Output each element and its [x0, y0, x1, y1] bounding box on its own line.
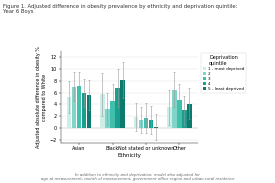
Bar [77, 86, 81, 128]
Bar [182, 110, 187, 128]
Y-axis label: Adjusted absolute difference in obesity %
compared to White: Adjusted absolute difference in obesity … [36, 46, 47, 148]
Legend: 1 - most deprived, 2, 3, 4, 5 - least deprived: 1 - most deprived, 2, 3, 4, 5 - least de… [202, 53, 246, 93]
Bar [172, 90, 177, 128]
Bar [100, 94, 105, 128]
Bar [110, 101, 115, 128]
Bar [139, 120, 143, 128]
Text: In addition to ethnicity and deprivation, model also adjusted for
age at measure: In addition to ethnicity and deprivation… [41, 173, 234, 181]
Bar [187, 104, 192, 128]
Bar [149, 120, 153, 128]
Bar [154, 127, 158, 128]
Bar [134, 117, 138, 128]
Bar [82, 93, 86, 128]
Bar [72, 87, 76, 128]
Bar [115, 88, 120, 128]
Bar [87, 95, 91, 128]
X-axis label: Ethnicity: Ethnicity [117, 153, 141, 158]
Bar [177, 100, 182, 128]
Bar [144, 118, 148, 128]
Bar [120, 80, 125, 128]
Bar [167, 107, 172, 128]
Text: Figure 1. Adjusted difference in obesity prevalence by ethnicity and deprivation: Figure 1. Adjusted difference in obesity… [3, 4, 237, 14]
Bar [67, 97, 71, 128]
Bar [105, 109, 110, 128]
